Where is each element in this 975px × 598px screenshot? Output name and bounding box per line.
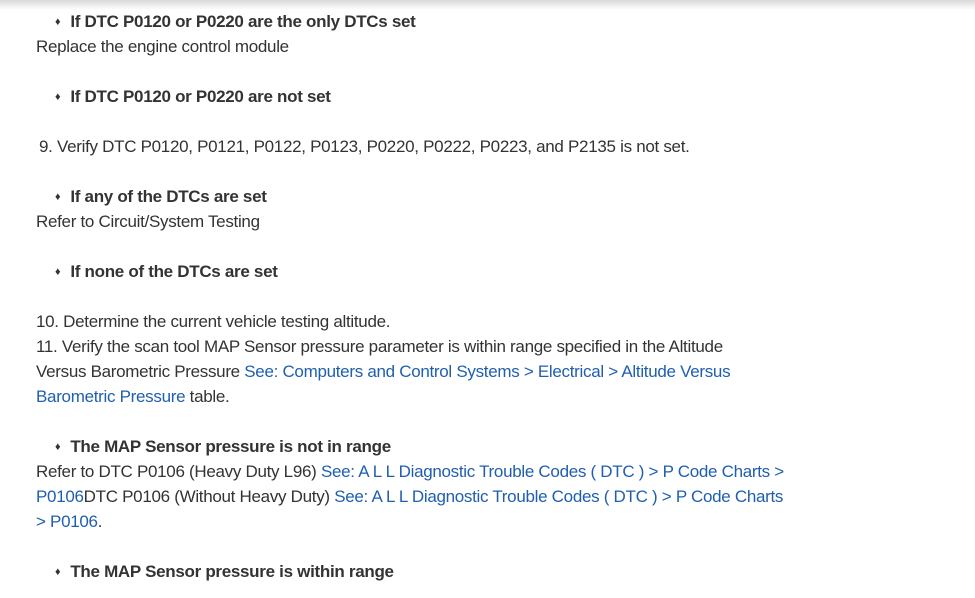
- condition-bullet: ♦ The MAP Sensor pressure is within range: [55, 559, 394, 585]
- instruction-text: Refer to DTC P0106 (Heavy Duty L96) See:…: [36, 459, 784, 484]
- diamond-bullet-icon: ♦: [55, 566, 61, 578]
- instruction-text: P0106DTC P0106 (Without Heavy Duty) See:…: [36, 484, 783, 509]
- diamond-bullet-icon: ♦: [55, 16, 61, 28]
- condition-text: If DTC P0120 or P0220 are the only DTCs …: [70, 12, 416, 31]
- condition-text: If any of the DTCs are set: [70, 187, 267, 206]
- condition-text: If DTC P0120 or P0220 are not set: [70, 87, 331, 106]
- instruction-text-part: Refer to DTC P0106 (Heavy Duty L96): [36, 462, 321, 481]
- condition-text: The MAP Sensor pressure is not in range: [70, 437, 391, 456]
- step-9: 9. Verify DTC P0120, P0121, P0122, P0123…: [39, 137, 690, 156]
- step-11: 11. Verify the scan tool MAP Sensor pres…: [36, 337, 723, 356]
- instruction-text: Replace the engine control module: [36, 37, 289, 56]
- p0106-link-heavy-duty-cont[interactable]: P0106: [36, 487, 84, 506]
- diamond-bullet-icon: ♦: [55, 441, 61, 453]
- condition-text: The MAP Sensor pressure is within range: [70, 562, 394, 581]
- condition-bullet: ♦ If DTC P0120 or P0220 are the only DTCs…: [55, 9, 416, 35]
- condition-bullet: ♦ If DTC P0120 or P0220 are not set: [55, 84, 331, 110]
- condition-bullet: ♦ The MAP Sensor pressure is not in range: [55, 434, 391, 460]
- instruction-text-part: DTC P0106 (Without Heavy Duty): [83, 487, 335, 506]
- diamond-bullet-icon: ♦: [55, 191, 61, 203]
- step-11-cont: Barometric Pressure table.: [36, 384, 230, 409]
- instruction-text: > P0106.: [36, 509, 102, 534]
- step-11-text: table.: [185, 387, 230, 406]
- condition-text: If none of the DTCs are set: [70, 262, 278, 281]
- diamond-bullet-icon: ♦: [55, 266, 61, 278]
- diamond-bullet-icon: ♦: [55, 91, 61, 103]
- condition-bullet: ♦ If none of the DTCs are set: [55, 259, 278, 285]
- altitude-link-cont[interactable]: Barometric Pressure: [36, 387, 186, 406]
- step-11-cont: Versus Barometric Pressure See: Computer…: [36, 359, 731, 384]
- top-shadow: [0, 0, 975, 10]
- condition-bullet: ♦ If any of the DTCs are set: [55, 184, 267, 210]
- instruction-text-part: .: [97, 512, 103, 531]
- altitude-link[interactable]: See: Computers and Control Systems > Ele…: [244, 362, 731, 381]
- instruction-text: Refer to Circuit/System Testing: [36, 212, 260, 231]
- p0106-link-cont[interactable]: > P0106: [36, 512, 98, 531]
- p0106-link-heavy-duty[interactable]: See: A L L Diagnostic Trouble Codes ( DT…: [320, 462, 784, 481]
- step-11-text: Versus Barometric Pressure: [36, 362, 245, 381]
- step-10: 10. Determine the current vehicle testin…: [36, 312, 391, 331]
- p0106-link[interactable]: See: A L L Diagnostic Trouble Codes ( DT…: [334, 487, 784, 506]
